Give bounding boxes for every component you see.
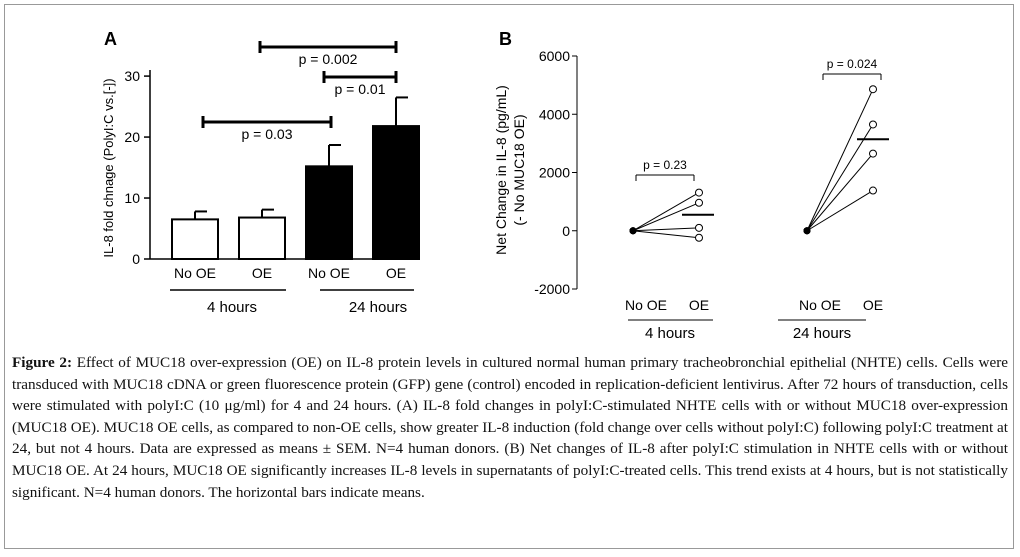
group-label: 4 hours [645,325,695,342]
y-tick-label: 10 [124,190,140,206]
point-oe [869,149,877,158]
point-oe [869,120,877,129]
x-tick-label: OE [689,297,709,313]
panel-label: B [499,29,512,49]
bar [238,216,286,260]
group-label: 4 hours [207,299,257,316]
figure-frame [4,4,1014,549]
x-tick-label: No OE [308,265,350,281]
pair-line [806,124,874,232]
point-oe [695,233,703,242]
y-tick-label: 4000 [539,106,570,122]
p-value: p = 0.23 [643,158,687,172]
point-oe [695,223,703,232]
group-label: 24 hours [793,325,851,342]
pair-line [806,153,874,232]
caption: Figure 2: Effect of MUC18 over-expressio… [12,352,1008,503]
x-tick-label: No OE [174,265,216,281]
bar [372,125,420,261]
y-tick-label: 6000 [539,48,570,64]
y-axis-label: IL-8 fold chnage (PolyI:C vs.[-]) [101,78,116,257]
pair-line [632,230,700,239]
y-tick-label: 30 [124,68,140,84]
panel-label: A [104,29,117,49]
caption-label: Figure 2: [12,354,73,371]
y-tick-label: 0 [132,251,140,267]
x-tick-label: OE [252,265,272,281]
p-value: p = 0.01 [335,81,386,97]
point-oe [869,85,877,94]
pair-line [806,190,874,232]
point-oe [869,186,877,195]
group-label: 24 hours [349,299,407,316]
point-oe [695,198,703,207]
x-tick-label: OE [386,265,406,281]
caption-text: Effect of MUC18 over-expression (OE) on … [12,354,1008,501]
y-tick-label: 20 [124,129,140,145]
pair-line [632,227,700,232]
bar [305,165,353,260]
y-axis-label: (- No MUC18 OE) [511,114,527,225]
y-tick-label: 2000 [539,165,570,181]
p-value: p = 0.024 [827,57,878,71]
y-axis-label: Net Change in IL-8 (pg/mL) [493,85,509,255]
x-tick-label: No OE [625,297,667,313]
x-tick-label: OE [863,297,883,313]
figure: A IL-8 fold chnage (PolyI:C vs.[-]) 0 10 20 3… [101,29,889,342]
pair-line [806,88,874,231]
pair-line [632,192,700,232]
point-oe [695,188,703,197]
point-no-oe [803,227,811,235]
point-no-oe [629,227,637,235]
p-value: p = 0.002 [299,51,358,67]
bar [171,218,219,261]
x-tick-label: No OE [799,297,841,313]
y-tick-label: -2000 [534,281,570,297]
pair-line [632,202,700,232]
y-tick-label: 0 [562,223,570,239]
p-value: p = 0.03 [242,126,293,142]
